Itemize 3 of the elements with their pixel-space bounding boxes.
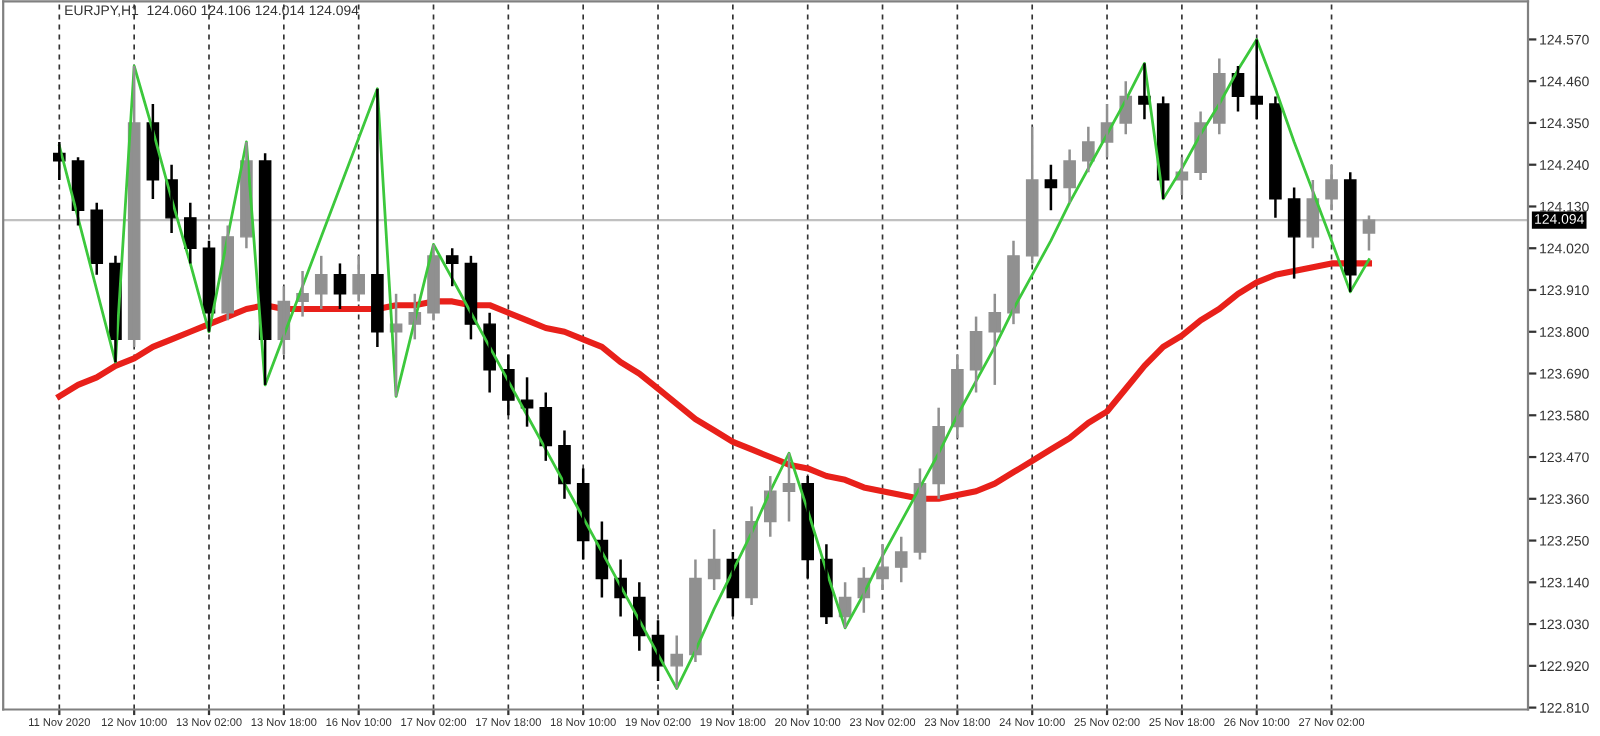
line-series [56, 260, 1373, 502]
line-series [57, 38, 1371, 691]
candlestick [894, 535, 908, 584]
